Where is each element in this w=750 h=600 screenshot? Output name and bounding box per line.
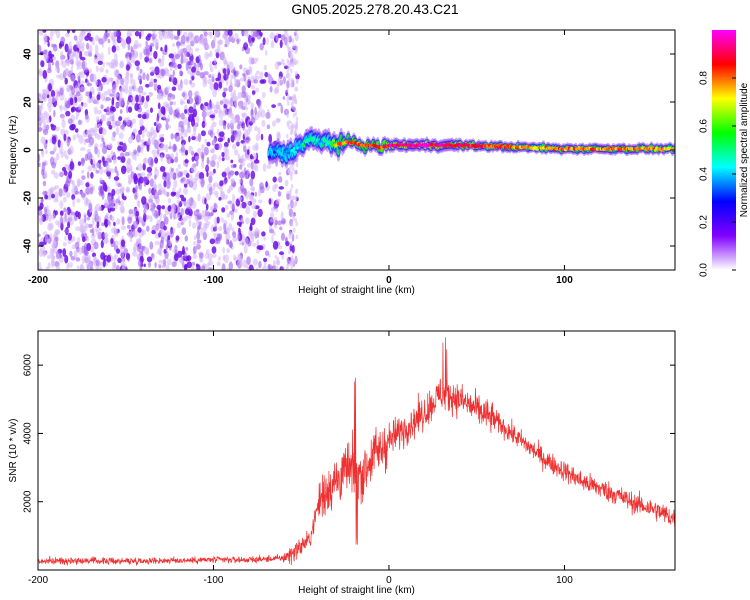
figure-title: GN05.2025.278.20.43.C21 (291, 1, 459, 17)
snr-ticks: -200 -100 0 100 2000 4000 6000 (23, 331, 675, 586)
snr-panel: -200 -100 0 100 2000 4000 6000 Height of strai… (8, 330, 676, 596)
y-tick-label: -40 (23, 238, 34, 253)
spectrogram-y-label: Frequency (Hz) (8, 116, 19, 185)
colorbar-tick-label: 0.4 (699, 167, 710, 181)
snr-y-label: SNR (10 * v/v) (8, 419, 19, 483)
snr-x-label: Height of straight line (km) (298, 585, 415, 596)
y-tick-label: 2000 (23, 490, 34, 513)
x-tick-label: -100 (203, 275, 223, 286)
colorbar-tick-label: 0.8 (699, 71, 710, 85)
signal-track (267, 125, 675, 169)
colorbar-tick-label: 0.2 (699, 215, 710, 229)
spectrogram-data (38, 30, 675, 270)
spectrogram-frame (37, 29, 676, 271)
y-tick-label: 0 (23, 147, 34, 153)
colorbar-tick-label: 0.6 (699, 119, 710, 133)
colorbar-gradient (712, 30, 736, 270)
y-tick-label: 20 (23, 96, 34, 108)
colorbar-label: Normalized spectral amplitude (739, 82, 750, 217)
snr-frame (37, 330, 676, 571)
y-tick-label: -20 (23, 190, 34, 205)
x-tick-label: -200 (28, 275, 48, 286)
x-tick-label: 0 (386, 275, 392, 286)
y-tick-label: 4000 (23, 422, 34, 445)
y-tick-label: 40 (23, 48, 34, 60)
colorbar-ticks: 0.0 0.2 0.4 0.6 0.8 (699, 71, 736, 277)
spectrogram-x-label: Height of straight line (km) (298, 285, 415, 296)
x-tick-label: 100 (556, 275, 573, 286)
noise-speckles (38, 30, 300, 270)
y-tick-label: 6000 (23, 354, 34, 377)
snr-data (38, 337, 675, 567)
colorbar: 0.0 0.2 0.4 0.6 0.8 Normalized spectral ampl… (699, 30, 750, 277)
x-tick-label: 100 (556, 575, 573, 586)
colorbar-tick-label: 0.0 (699, 263, 710, 277)
x-tick-label: 0 (386, 575, 392, 586)
snr-series-line (38, 337, 675, 567)
x-tick-label: -200 (28, 575, 48, 586)
x-tick-label: -100 (203, 575, 223, 586)
